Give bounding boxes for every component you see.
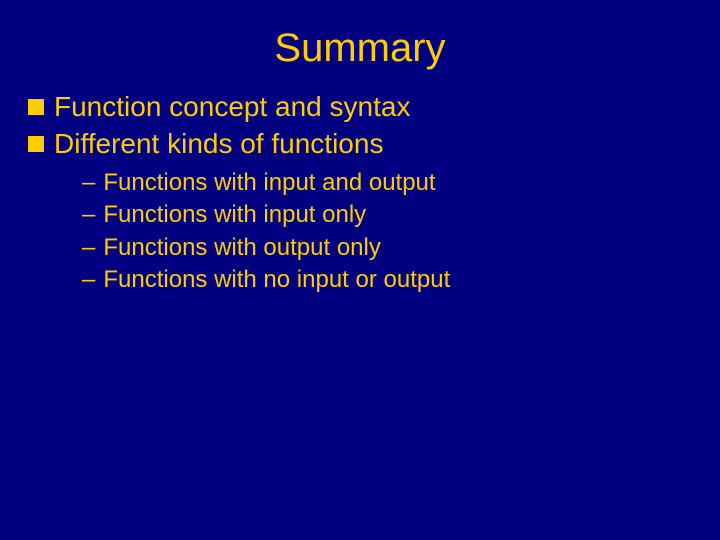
bullet-text: Functions with input and output xyxy=(103,167,435,199)
bullet-text: Functions with no input or output xyxy=(103,264,450,296)
square-bullet-icon xyxy=(28,99,44,115)
bullet-level1: Function concept and syntax xyxy=(28,89,680,124)
bullet-level2: – Functions with output only xyxy=(82,232,680,264)
bullet-text: Functions with input only xyxy=(103,199,366,231)
bullet-level2: – Functions with no input or output xyxy=(82,264,680,296)
slide-body: Function concept and syntax Different ki… xyxy=(0,89,720,297)
bullet-level2: – Functions with input and output xyxy=(82,167,680,199)
dash-bullet-icon: – xyxy=(82,264,95,296)
sub-bullets: – Functions with input and output – Func… xyxy=(28,167,680,297)
bullet-level1: Different kinds of functions xyxy=(28,126,680,161)
bullet-text: Function concept and syntax xyxy=(54,89,410,124)
dash-bullet-icon: – xyxy=(82,167,95,199)
bullet-text: Different kinds of functions xyxy=(54,126,383,161)
bullet-level2: – Functions with input only xyxy=(82,199,680,231)
slide-title: Summary xyxy=(0,0,720,89)
dash-bullet-icon: – xyxy=(82,199,95,231)
square-bullet-icon xyxy=(28,136,44,152)
slide: Summary Function concept and syntax Diff… xyxy=(0,0,720,540)
bullet-text: Functions with output only xyxy=(103,232,381,264)
dash-bullet-icon: – xyxy=(82,232,95,264)
